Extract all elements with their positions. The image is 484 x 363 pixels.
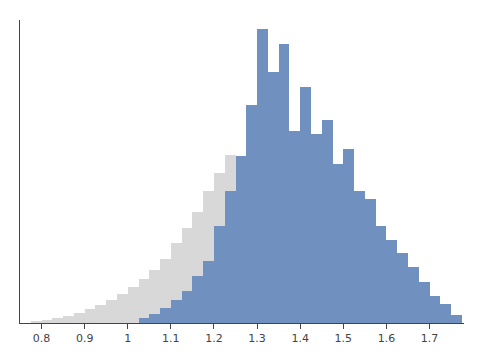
svg-text:1.7: 1.7 — [421, 332, 439, 345]
svg-text:1.1: 1.1 — [162, 332, 180, 345]
svg-text:0.9: 0.9 — [76, 332, 94, 345]
svg-text:1.4: 1.4 — [291, 332, 309, 345]
svg-text:1: 1 — [124, 332, 131, 345]
svg-text:0.8: 0.8 — [33, 332, 51, 345]
svg-text:1.5: 1.5 — [335, 332, 353, 345]
svg-text:1.2: 1.2 — [205, 332, 223, 345]
svg-text:1.3: 1.3 — [248, 332, 266, 345]
svg-text:1.6: 1.6 — [378, 332, 396, 345]
